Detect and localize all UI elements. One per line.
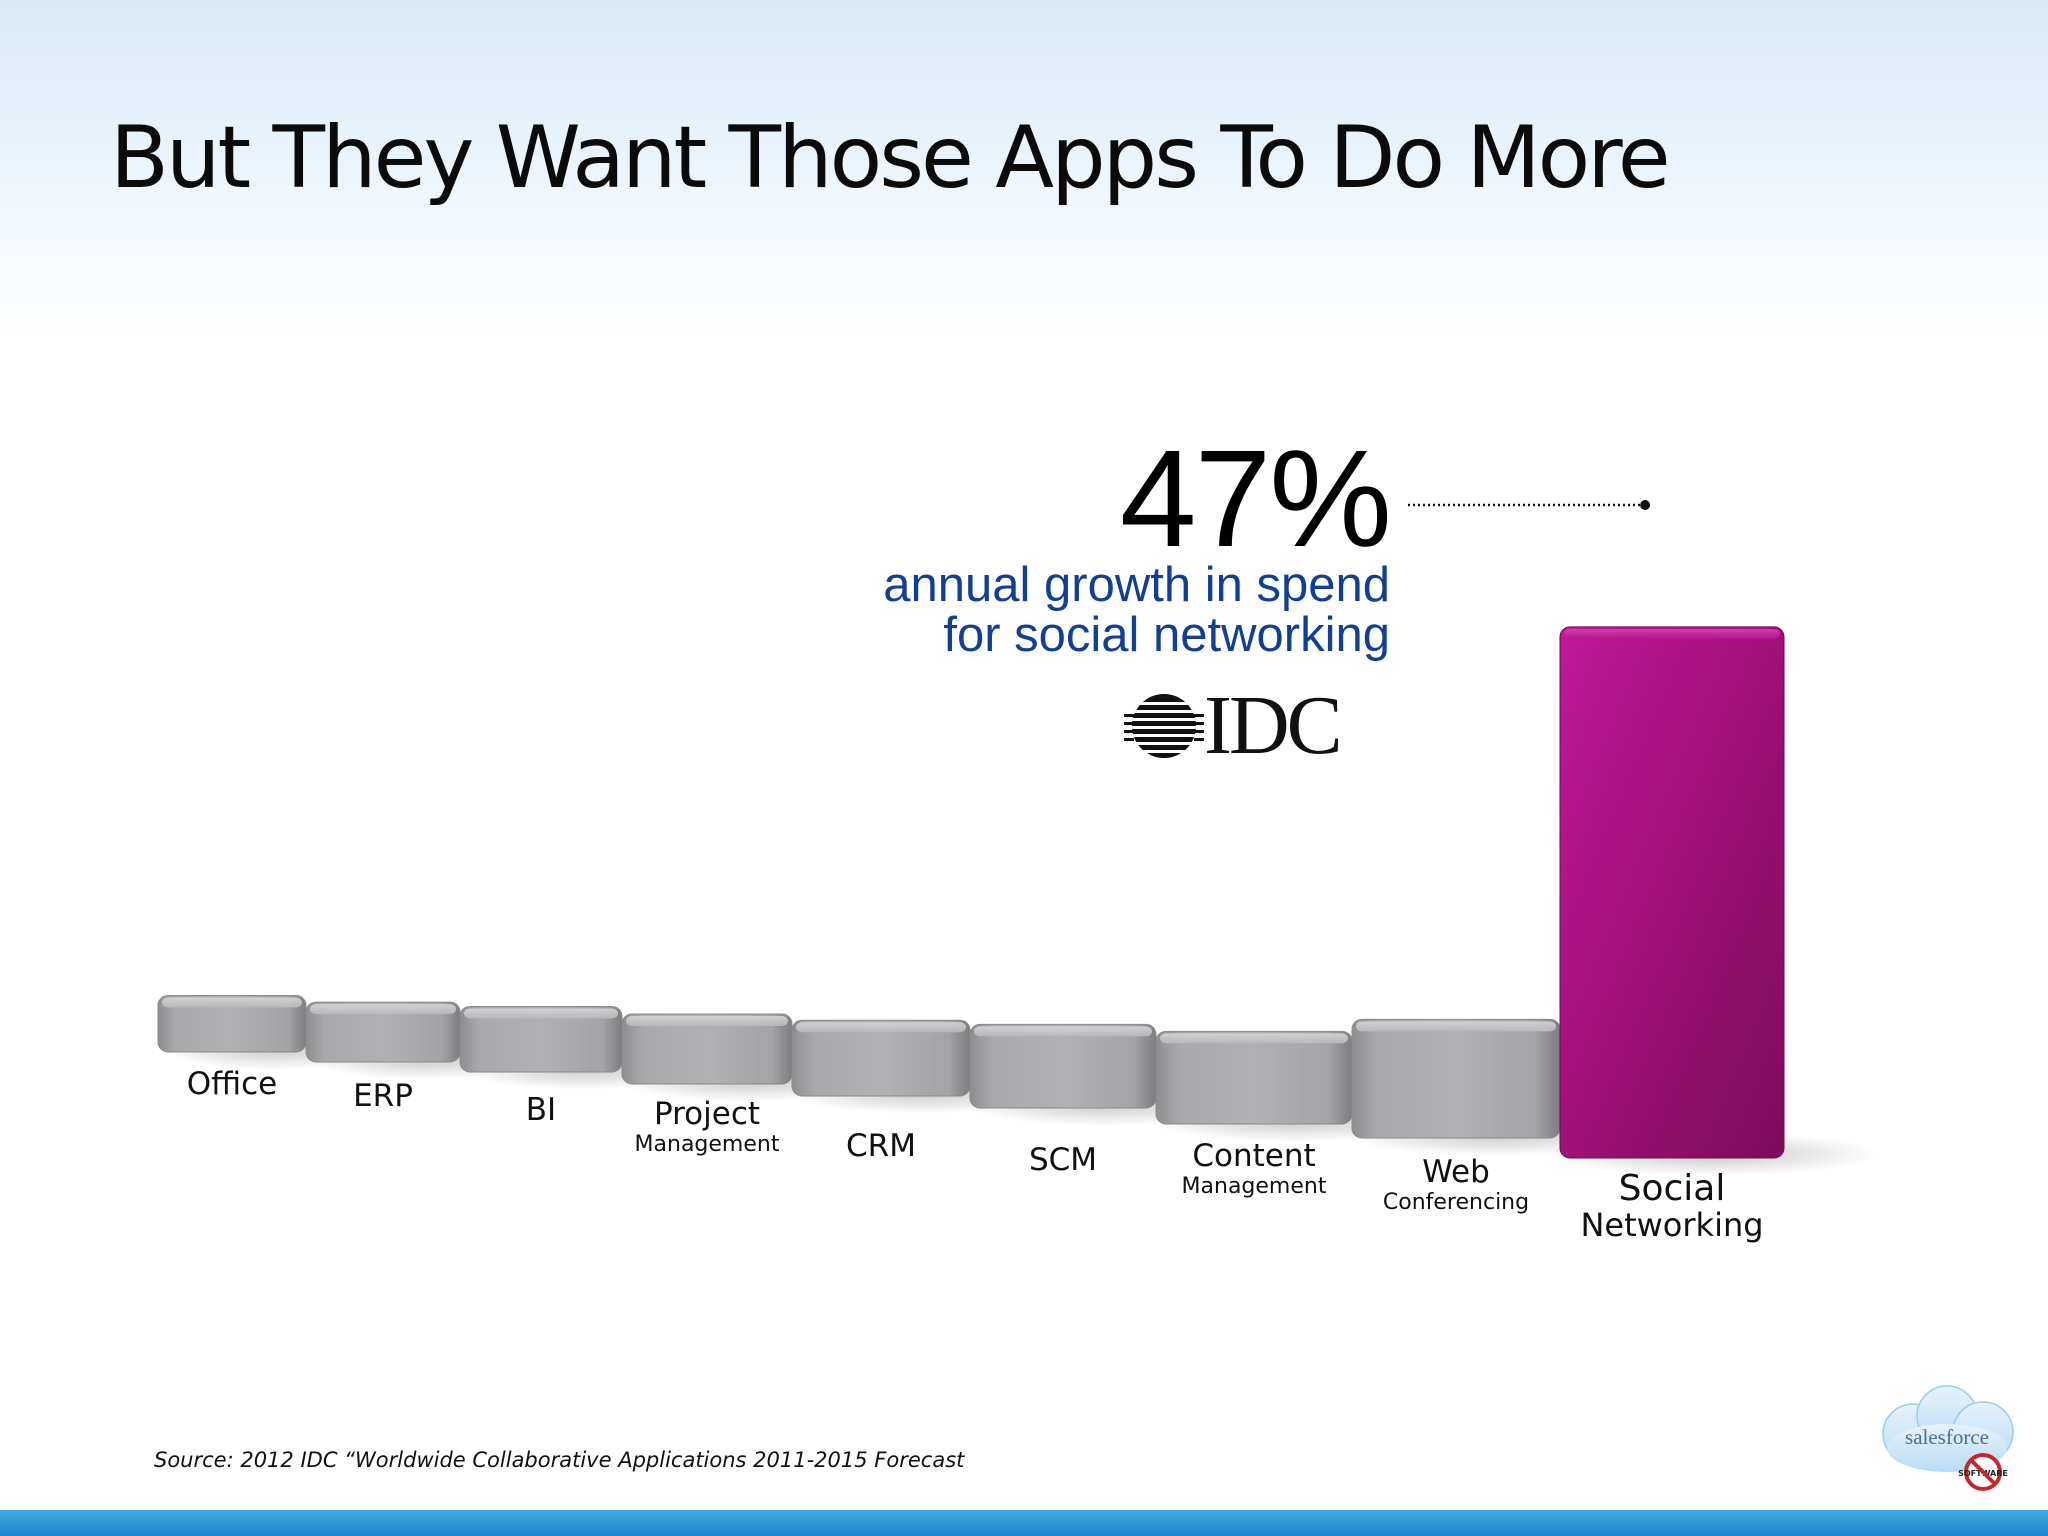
bar-content-management	[1155, 1030, 1353, 1125]
category-label-crm: CRM	[846, 1128, 916, 1164]
bar-social-networking	[1559, 626, 1785, 1159]
category-label-social-networking: Social	[1619, 1168, 1726, 1209]
category-label-erp: ERP	[353, 1078, 413, 1114]
bar-top-content-management	[1160, 1033, 1348, 1044]
callout-description: annual growth in spend for social networ…	[883, 560, 1390, 660]
salesforce-logo: salesforce SOFTWARE	[1882, 1385, 2014, 1491]
callout-leader-dot	[1640, 500, 1651, 510]
category-label-project-management: Project	[654, 1096, 760, 1132]
callout-value: 47%	[1119, 422, 1392, 576]
bar-office	[157, 995, 307, 1053]
bar-front-content-management	[1155, 1030, 1353, 1125]
category-sublabel-web-conferencing: Conferencing	[1383, 1190, 1529, 1215]
cloud-icon	[1882, 1385, 2014, 1472]
callout-leader	[1408, 500, 1651, 510]
footer-bar	[0, 1510, 2048, 1536]
bar-bi	[459, 1005, 623, 1073]
callout-line-1: annual growth in spend	[883, 558, 1390, 612]
bar-front-social-networking	[1559, 626, 1785, 1159]
category-label-content-management: Content	[1192, 1138, 1315, 1174]
bar-project-management	[621, 1013, 793, 1085]
bar-top-office	[162, 997, 302, 1008]
bars	[157, 626, 1785, 1159]
bar-web-conferencing	[1351, 1018, 1561, 1139]
bar-top-social-networking	[1564, 628, 1780, 639]
bar-top-bi	[464, 1008, 618, 1019]
bar-scm	[969, 1023, 1157, 1109]
category-sublabel-project-management: Management	[635, 1132, 780, 1157]
bar-front-web-conferencing	[1351, 1018, 1561, 1139]
category-sublabel-content-management: Management	[1182, 1174, 1327, 1199]
bar-top-crm	[796, 1022, 966, 1033]
salesforce-logo-text: salesforce	[1905, 1425, 1989, 1449]
bar-top-project-management	[626, 1015, 788, 1026]
idc-globe-icon	[1124, 694, 1204, 758]
bar-top-scm	[974, 1026, 1152, 1037]
idc-logo: IDC	[1124, 679, 1343, 772]
category-label-scm: SCM	[1029, 1142, 1097, 1178]
category-label-web-conferencing: Web	[1422, 1154, 1490, 1190]
idc-logo-text: IDC	[1204, 679, 1343, 772]
category-sublabel-social-networking: Networking	[1580, 1206, 1763, 1244]
category-label-bi: BI	[526, 1092, 556, 1128]
bar-top-erp	[310, 1004, 456, 1015]
bar-front-scm	[969, 1023, 1157, 1109]
no-software-badge-icon: SOFTWARE	[1958, 1453, 2008, 1491]
bar-top-web-conferencing	[1356, 1021, 1556, 1032]
bar-crm	[791, 1019, 971, 1097]
slide-title: But They Want Those Apps To Do More	[110, 108, 1671, 208]
callout-line-2: for social networking	[943, 608, 1390, 662]
source-citation: Source: 2012 IDC “Worldwide Collaborativ…	[154, 1448, 965, 1472]
category-label-office: Office	[187, 1066, 278, 1102]
bar-erp	[305, 1001, 461, 1063]
